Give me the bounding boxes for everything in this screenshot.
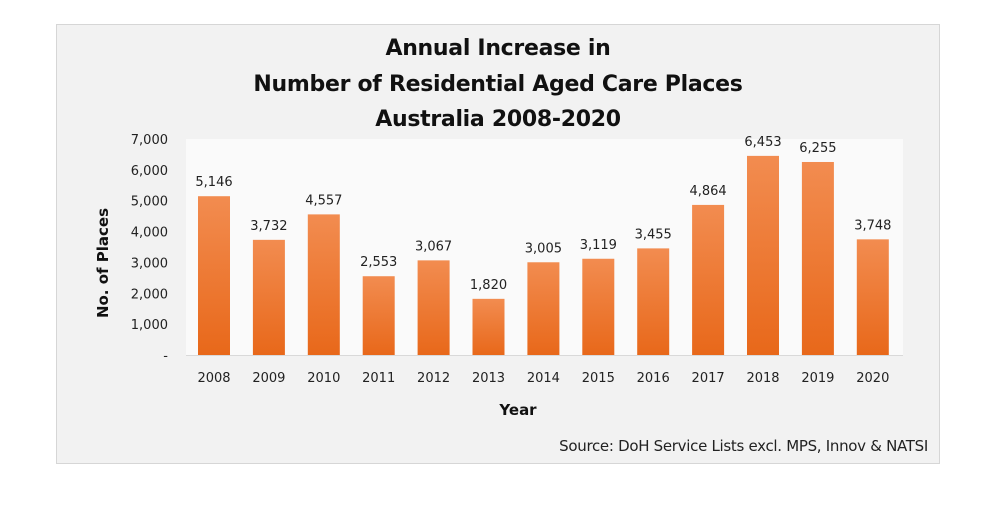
bar-2020	[856, 239, 889, 355]
data-label: 3,732	[250, 219, 287, 234]
data-label: 1,820	[470, 278, 507, 293]
x-tick-label: 2011	[362, 371, 395, 386]
data-label: 2,553	[360, 255, 397, 270]
bar-2013	[472, 298, 505, 355]
data-label: 5,146	[195, 175, 232, 190]
y-tick-label: 4,000	[131, 226, 168, 241]
y-tick-label: 5,000	[131, 195, 168, 210]
x-tick-label: 2009	[252, 371, 285, 386]
bar-2008	[198, 196, 230, 355]
bar-2016	[637, 248, 670, 355]
x-tick-label: 2015	[582, 371, 615, 386]
source-note: Source: DoH Service Lists excl. MPS, Inn…	[559, 437, 928, 455]
y-tick-label: 6,000	[131, 164, 168, 179]
bar-2014	[527, 262, 560, 355]
chart-title-line-2: Number of Residential Aged Care Places	[253, 72, 743, 97]
data-label: 4,557	[305, 193, 342, 208]
data-label: 3,067	[415, 239, 452, 254]
y-tick-label: 3,000	[131, 256, 168, 271]
bar-2012	[417, 260, 450, 355]
x-tick-label: 2008	[197, 371, 230, 386]
x-tick-label: 2016	[637, 371, 670, 386]
data-label: 4,864	[689, 184, 726, 199]
y-tick-label: 1,000	[131, 318, 168, 333]
data-label: 3,119	[580, 238, 617, 253]
x-axis-label: Year	[498, 401, 537, 419]
x-tick-label: 2017	[692, 371, 725, 386]
x-tick-label: 2012	[417, 371, 450, 386]
bar-2018	[747, 155, 779, 355]
chart-title-line-1: Annual Increase in	[385, 36, 611, 61]
x-tick-label: 2014	[527, 371, 560, 386]
y-tick-label: 7,000	[131, 133, 168, 148]
bar-2009	[252, 239, 285, 355]
data-label: 3,455	[635, 227, 672, 242]
y-tick-label: -	[163, 349, 168, 364]
x-tick-label: 2020	[856, 371, 889, 386]
bar-2015	[582, 258, 615, 355]
chart-title-line-3: Australia 2008-2020	[375, 107, 621, 132]
y-tick-label: 2,000	[131, 287, 168, 302]
bar-2017	[692, 204, 725, 355]
x-tick-label: 2013	[472, 371, 505, 386]
x-tick-label: 2010	[307, 371, 340, 386]
x-tick-label: 2018	[746, 371, 779, 386]
bar-2011	[362, 276, 395, 355]
bar-2019	[801, 161, 834, 355]
data-label: 3,748	[854, 218, 891, 233]
y-axis-label: No. of Places	[94, 208, 112, 318]
data-label: 6,255	[799, 141, 836, 156]
bar-2010	[307, 214, 340, 355]
data-label: 3,005	[525, 241, 562, 256]
x-tick-label: 2019	[801, 371, 834, 386]
data-label: 6,453	[744, 135, 781, 150]
